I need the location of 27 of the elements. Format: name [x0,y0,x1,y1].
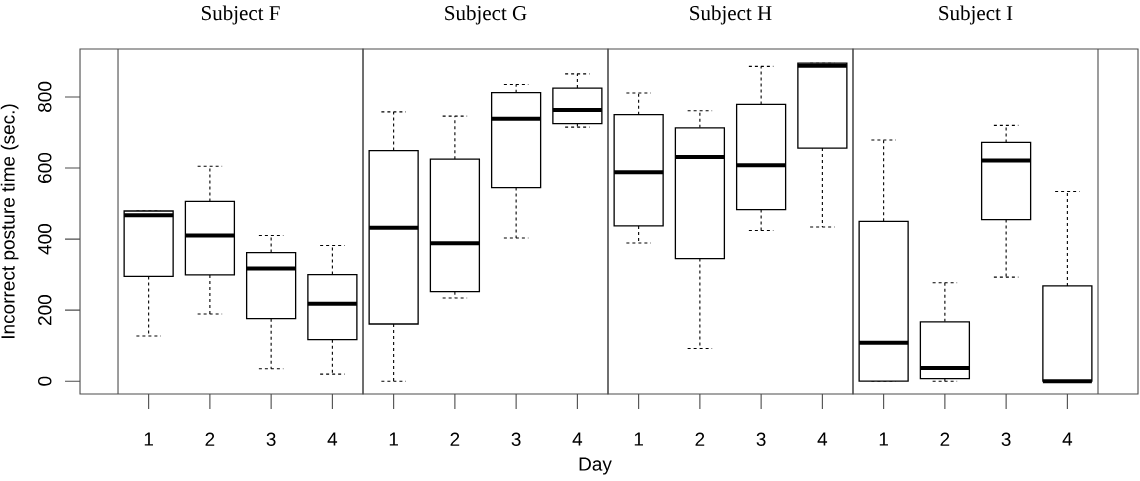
chart-title: Subject H [690,5,772,25]
x-tick-label: 4 [1062,432,1073,446]
x-axis-title: Day [579,457,612,475]
x-tick-label: 2 [205,432,215,446]
x-tick-label: 3 [756,432,766,446]
chart-title: Subject F [201,5,280,25]
x-tick-label: 4 [817,432,828,446]
x-tick-label: 3 [511,432,521,446]
x-tick-label: 4 [572,432,583,446]
x-tick-label: 3 [266,432,276,446]
x-tick-label: 2 [450,432,460,446]
y-tick-label: 400 [38,223,52,255]
x-tick-label: 3 [1001,432,1011,446]
chart-title: Subject I [939,5,1013,25]
x-tick-label: 1 [144,432,153,446]
x-tick-label: 1 [389,432,398,446]
x-tick-label: 2 [695,432,705,446]
x-tick-label: 2 [940,432,950,446]
y-tick-label: 0 [38,376,52,386]
y-tick-label: 800 [38,81,52,112]
chart-title: Subject G [445,5,527,25]
x-tick-label: 1 [634,432,643,446]
y-tick-label: 600 [38,152,52,183]
x-tick-label: 4 [327,432,338,446]
y-tick-label: 200 [38,295,52,326]
y-axis-title: Incorrect posture time (sec.) [0,104,19,338]
x-tick-label: 1 [879,432,888,446]
